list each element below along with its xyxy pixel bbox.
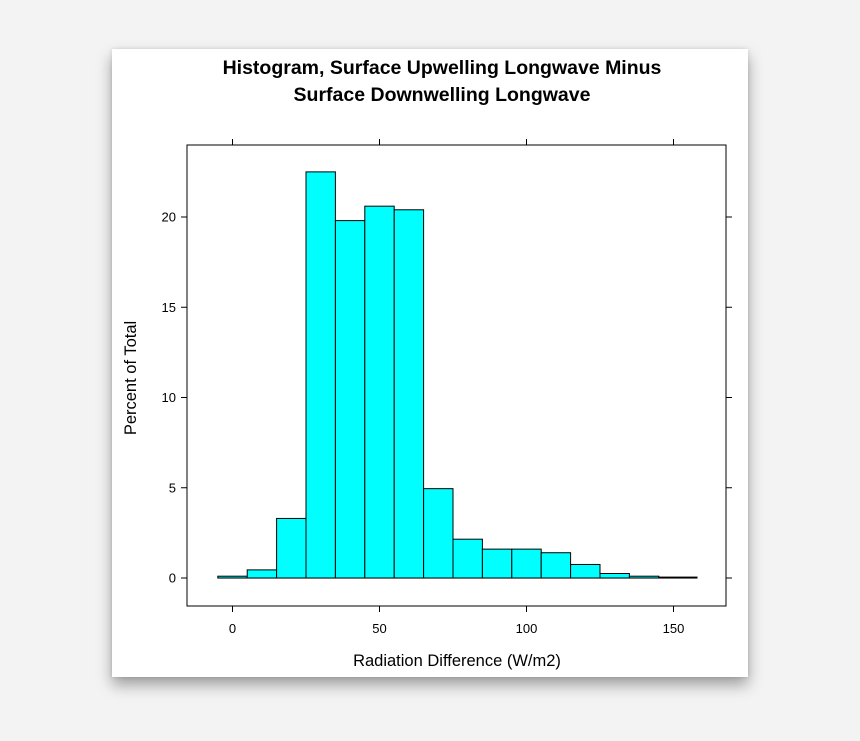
chart-title-line-2: Surface Downwelling Longwave — [293, 84, 591, 106]
chart-card: Histogram, Surface Upwelling Longwave Mi… — [112, 49, 748, 677]
x-tick-label: 100 — [516, 621, 538, 636]
bars — [217, 171, 698, 579]
axis-ticks: 0 50 100 150 0 5 10 15 20 — [162, 139, 732, 636]
histogram-bar — [276, 517, 307, 579]
x-tick-label: 0 — [229, 621, 236, 636]
y-tick-label: 20 — [162, 210, 176, 225]
histogram-bar — [364, 205, 395, 579]
chart-title-line-1: Histogram, Surface Upwelling Longwave Mi… — [222, 57, 662, 79]
histogram-bar — [393, 209, 425, 579]
histogram-bar — [423, 488, 454, 579]
histogram-bar — [334, 220, 366, 579]
histogram-bar — [452, 538, 483, 579]
plot-frame — [186, 144, 727, 607]
histogram-bar — [246, 569, 278, 579]
histogram-chart: 0 50 100 150 0 5 10 15 20 Radiation Difference (… — [122, 139, 732, 670]
x-tick-label: 50 — [372, 621, 386, 636]
histogram-bar — [628, 575, 660, 579]
y-tick-label: 5 — [169, 480, 176, 495]
histogram-bar — [305, 171, 336, 579]
histogram-bar — [570, 563, 601, 579]
x-tick-label: 150 — [663, 621, 685, 636]
histogram-bar — [217, 575, 248, 579]
histogram-bar — [511, 548, 542, 579]
y-tick-label: 0 — [169, 571, 176, 586]
x-axis-label: Radiation Difference (W/m2) — [353, 652, 561, 670]
y-tick-label: 15 — [162, 300, 176, 315]
y-tick-label: 10 — [162, 390, 176, 405]
chart-title: Histogram, Surface Upwelling Longwave Mi… — [112, 55, 772, 109]
y-axis-label: Percent of Total — [122, 321, 140, 435]
histogram-bar — [658, 576, 698, 579]
histogram-bar — [540, 552, 572, 579]
histogram-bar — [481, 548, 513, 579]
histogram-bar — [599, 572, 630, 579]
